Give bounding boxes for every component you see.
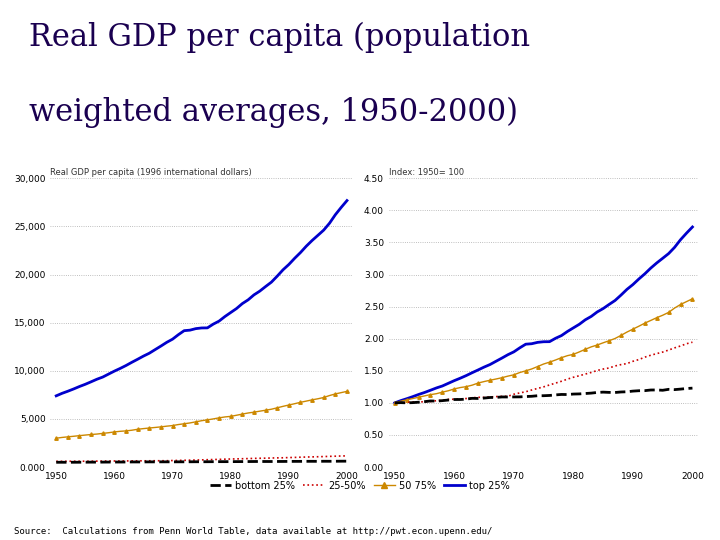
- Legend: bottom 25%, 25-50%, 50 75%, top 25%: bottom 25%, 25-50%, 50 75%, top 25%: [206, 477, 514, 495]
- Text: weighted averages, 1950-2000): weighted averages, 1950-2000): [29, 97, 518, 129]
- Text: Index: 1950= 100: Index: 1950= 100: [389, 168, 464, 178]
- Text: Source:  Calculations from Penn World Table, data available at http://pwt.econ.u: Source: Calculations from Penn World Tab…: [14, 526, 492, 536]
- Text: Real GDP per capita (population: Real GDP per capita (population: [29, 22, 530, 53]
- Text: Real GDP per capita (1996 international dollars): Real GDP per capita (1996 international …: [50, 168, 252, 178]
